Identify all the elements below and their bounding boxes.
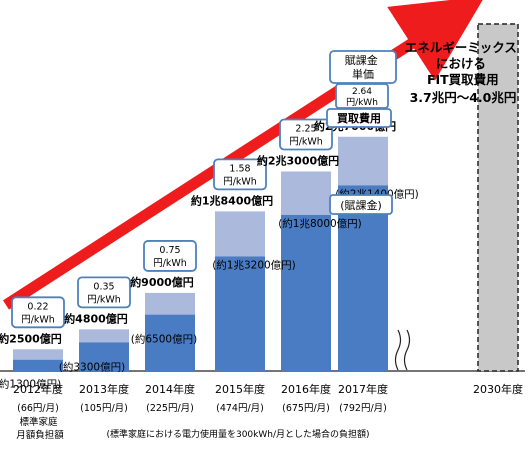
total-cost-label: 約1兆8400億円 bbox=[191, 193, 273, 207]
monthly-burden-label: (225円/月) bbox=[146, 403, 194, 414]
monthly-burden-label: (792円/月) bbox=[339, 403, 387, 414]
legend-unit-price: 賦課金 単価 bbox=[329, 50, 397, 84]
category-label: 2014年度 bbox=[145, 382, 195, 396]
unit-price-box bbox=[279, 118, 333, 151]
category-label-2030: 2030年度 bbox=[473, 382, 523, 396]
levy-cost-label: (約1兆3200億円) bbox=[212, 258, 296, 271]
bar-levy-2013年度 bbox=[79, 342, 129, 371]
unit-price-box bbox=[11, 296, 65, 329]
total-cost-label: 約9000億円 bbox=[130, 275, 194, 289]
bar-levy-2017年度 bbox=[338, 185, 388, 371]
unit-price-unit: 円/kWh bbox=[289, 136, 323, 147]
bar-purchase-2017年度 bbox=[338, 136, 388, 186]
unit-price-value: 1.58 bbox=[229, 163, 250, 174]
unit-price-value: 2.64 bbox=[352, 87, 372, 97]
levy-cost-label: (約1300億円) bbox=[0, 378, 61, 391]
levy-cost-label: (約6500億円) bbox=[131, 333, 197, 346]
legend-unit-price-text: 賦課金 単価 bbox=[345, 53, 382, 81]
bar-purchase-2014年度 bbox=[145, 292, 195, 315]
unit-price-value: 0.35 bbox=[93, 281, 114, 292]
monthly-burden-label: (675円/月) bbox=[282, 403, 330, 414]
bar-levy-2012年度 bbox=[13, 359, 63, 371]
unit-price-unit: 円/kWh bbox=[223, 176, 257, 187]
unit-price-unit: 円/kWh bbox=[21, 314, 55, 325]
unit-price-unit: 円/kWh bbox=[87, 294, 121, 305]
levy-cost-label: (約3300億円) bbox=[59, 360, 125, 373]
bar-levy-2015年度 bbox=[215, 256, 265, 371]
category-label: 2015年度 bbox=[215, 382, 265, 396]
legend-purchase: 買取費用 bbox=[326, 108, 392, 128]
unit-price-value: 0.22 bbox=[27, 301, 48, 312]
legend-unit-price-box bbox=[329, 50, 397, 84]
bar-purchase-2016年度 bbox=[281, 171, 331, 215]
category-label: 2016年度 bbox=[281, 382, 331, 396]
total-cost-label: 約4800億円 bbox=[64, 311, 128, 325]
legend-purchase-box bbox=[326, 108, 392, 128]
category-label: 2013年度 bbox=[79, 382, 129, 396]
unit-price-unit: 円/kWh bbox=[346, 97, 378, 108]
legend-levy: (賦課金) bbox=[329, 194, 393, 215]
category-label: 2017年度 bbox=[338, 382, 388, 396]
bar-purchase-2013年度 bbox=[79, 329, 129, 343]
bar-purchase-2012年度 bbox=[13, 349, 63, 360]
total-cost-label: 約2兆3000億円 bbox=[257, 153, 339, 167]
legend-levy-box bbox=[329, 194, 393, 215]
category-label: 2012年度 bbox=[13, 382, 63, 396]
legend-levy-text: (賦課金) bbox=[340, 198, 382, 212]
monthly-burden-label: (474円/月) bbox=[216, 403, 264, 414]
monthly-burden-label: (105円/月) bbox=[80, 403, 128, 414]
axis-break-mark bbox=[394, 329, 411, 371]
bottom-note: (標準家庭における電力使用量を300kWh/月とした場合の負担額) bbox=[106, 428, 369, 440]
bar-group bbox=[13, 136, 388, 371]
total-cost-label: 約2500億円 bbox=[0, 331, 62, 345]
unit-price-box bbox=[335, 83, 389, 109]
levy-cost-label: (約1兆8000億円) bbox=[278, 217, 362, 230]
monthly-burden-label: (66円/月) bbox=[17, 403, 59, 414]
unit-price-unit: 円/kWh bbox=[153, 258, 187, 269]
legend-purchase-text: 買取費用 bbox=[337, 111, 381, 125]
bar-levy-2016年度 bbox=[281, 214, 331, 371]
unit-price-box bbox=[213, 158, 267, 191]
bar-levy-2014年度 bbox=[145, 314, 195, 371]
unit-price-box bbox=[143, 240, 197, 272]
unit-price-value: 0.75 bbox=[159, 245, 180, 256]
bar-2030 bbox=[477, 23, 519, 372]
label-group: 2012年度 (66円/月) 約2500億円 (約1300億円) 0.22 円/kWh 20… bbox=[0, 83, 419, 414]
unit-price-value: 2.25 bbox=[295, 123, 316, 134]
left-note: 標準家庭 月額負担額 bbox=[16, 416, 64, 441]
annotation-2030: エネルギーミックス における FIT買取費用 3.7兆円～4.0兆円 bbox=[405, 40, 522, 105]
unit-price-box bbox=[77, 276, 131, 309]
bar-purchase-2015年度 bbox=[215, 211, 265, 257]
